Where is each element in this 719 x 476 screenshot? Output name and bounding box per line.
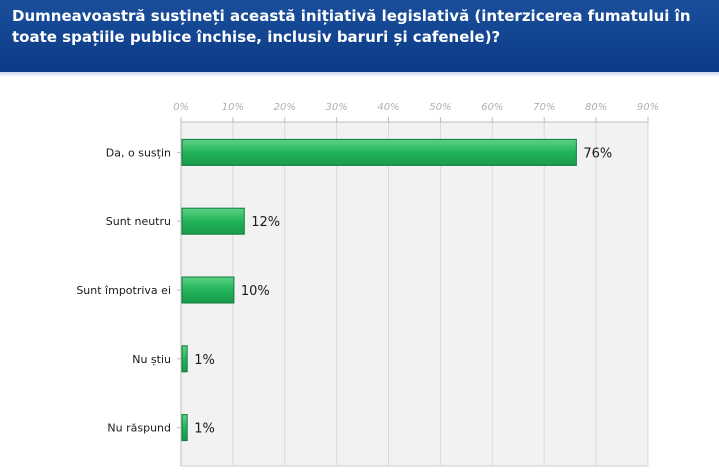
plot-area [180, 121, 649, 467]
x-tick-label: 70% [533, 102, 555, 113]
bar [181, 138, 577, 166]
x-tick-label: 80% [585, 102, 607, 113]
x-tick-label: 50% [429, 102, 451, 113]
x-tick-label: 0% [173, 102, 189, 113]
x-tick-label: 20% [274, 102, 296, 113]
bar [181, 345, 188, 373]
x-tick-label: 40% [377, 102, 399, 113]
category-label: Sunt neutru [106, 215, 171, 228]
category-label: Nu știu [132, 353, 171, 366]
bar [181, 414, 188, 442]
data-label: 1% [194, 422, 215, 437]
x-tick-label: 90% [637, 102, 659, 113]
x-tick-label: 10% [222, 102, 244, 113]
bar [181, 276, 235, 304]
chart-title: Dumneavoastră susțineți această inițiati… [12, 7, 691, 46]
x-tick-label: 60% [481, 102, 503, 113]
category-label: Sunt împotriva ei [76, 284, 171, 297]
data-label: 12% [251, 215, 280, 230]
data-label: 76% [583, 146, 612, 161]
bar [181, 207, 245, 235]
x-tick-label: 30% [326, 102, 348, 113]
chart-title-banner: Dumneavoastră susțineți această inițiati… [0, 0, 719, 72]
category-label: Da, o susțin [106, 146, 171, 159]
header-divider [0, 72, 719, 77]
data-label: 10% [241, 284, 270, 299]
data-label: 1% [194, 353, 215, 368]
category-label: Nu răspund [107, 422, 171, 435]
